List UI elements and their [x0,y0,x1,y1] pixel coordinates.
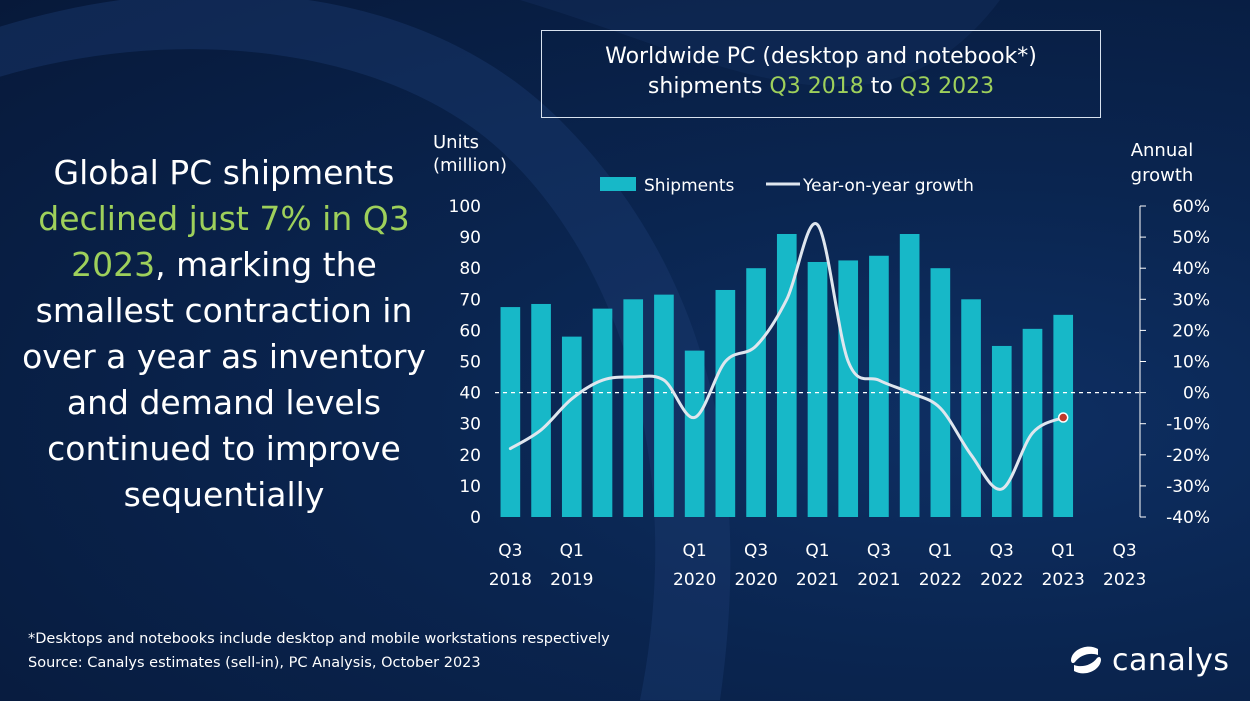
legend-growth-label: Year-on-year growth [802,176,974,196]
y-left-tick-label: 100 [449,197,481,217]
x-tick-label-year: 2023 [1042,570,1085,590]
y-right-tick-label: 20% [1172,321,1210,341]
y-left-axis-title: (million) [433,155,507,176]
shipments-bar [991,345,1012,517]
y-left-tick-label: 50 [459,353,481,373]
x-tick-label-quarter: Q1 [805,541,829,561]
title-end: Q3 2023 [899,74,995,99]
y-left-tick-label: 80 [459,259,481,279]
y-right-tick-label: -10% [1166,415,1210,435]
shipments-bar [561,336,582,517]
y-left-tick-label: 90 [459,228,481,248]
shipments-bar [746,268,766,517]
y-left-tick-label: 70 [459,290,481,310]
footnote-source: Source: Canalys estimates (sell-in), PC … [28,655,481,671]
y-left-tick-label: 0 [470,508,481,528]
shipments-bar [715,289,736,517]
headline-highlight: declined just 7% in Q3 2023 [38,199,410,284]
x-tick-label-quarter: Q3 [744,541,768,561]
canalys-logo: canalys [1068,640,1230,680]
shipments-bar [869,255,889,517]
growth-latest-marker [1057,412,1069,423]
x-tick-label-year: 2022 [980,570,1023,590]
shipments-bar [1022,328,1043,517]
chart-title-line1: Worldwide PC (desktop and notebook*) [605,44,1037,69]
y-right-tick-label: -40% [1166,508,1210,528]
shipments-bar [961,299,981,517]
x-tick-label-year: 2020 [673,570,716,590]
y-right-tick-label: 10% [1172,353,1210,373]
shipments-bar [838,260,859,517]
x-tick-label-year: 2018 [489,570,532,590]
x-tick-label-quarter: Q3 [867,541,891,561]
y-left-tick-label: 20 [459,446,481,466]
shipments-bar [930,268,951,517]
x-tick-label-year: 2019 [550,570,593,590]
y-right-tick-label: 40% [1172,259,1210,279]
y-right-tick-label: -20% [1166,446,1210,466]
chart-title-line2: shipments Q3 2018 to Q3 2023 [542,72,1100,102]
shipments-bar [776,233,797,518]
legend-shipments-swatch [600,177,636,191]
x-tick-label-quarter: Q3 [1113,541,1137,561]
y-right-tick-label: 60% [1172,197,1210,217]
x-tick-label-quarter: Q3 [498,541,522,561]
x-tick-label-quarter: Q1 [683,541,707,561]
shipments-bar [500,307,521,517]
shipments-bar [531,303,551,517]
canalys-logo-icon [1071,646,1101,674]
canalys-logo-text: canalys [1112,642,1230,678]
x-tick-label-quarter: Q3 [990,541,1014,561]
legend-shipments-label: Shipments [644,176,735,196]
headline-part2: , marking the smallest contraction in ov… [22,245,426,514]
x-tick-label-quarter: Q1 [1051,541,1075,561]
x-tick-label-year: 2021 [796,570,839,590]
x-tick-label-year: 2021 [857,570,900,590]
shipments-bar [684,350,705,517]
title-pre: shipments [647,74,770,99]
headline: Global PC shipments declined just 7% in … [18,150,430,518]
y-right-axis-title: Annual [1131,140,1194,161]
footnotes: *Desktops and notebooks include desktop … [28,627,610,675]
x-tick-label-year: 2023 [1103,570,1146,590]
y-left-tick-label: 40 [459,384,481,404]
y-right-tick-label: -30% [1166,477,1210,497]
shipments-bar [899,233,920,518]
x-tick-label-year: 2020 [734,570,777,590]
y-left-tick-label: 30 [459,415,481,435]
growth-line [508,222,1065,491]
shipments-bar [623,299,644,517]
y-right-tick-label: 50% [1172,228,1210,248]
footnote-desktops: *Desktops and notebooks include desktop … [28,631,610,647]
shipments-bar [592,308,613,517]
y-left-tick-label: 60 [459,321,481,341]
y-right-tick-label: 0% [1183,384,1210,404]
y-right-axis-title: growth [1131,165,1194,186]
title-mid: to [863,74,900,99]
y-left-tick-label: 10 [459,477,481,497]
chart-title: Worldwide PC (desktop and notebook*) shi… [541,30,1101,118]
shipments-bar [807,261,828,517]
y-right-tick-label: 30% [1172,290,1210,310]
title-start: Q3 2018 [769,74,864,99]
x-tick-label-quarter: Q1 [560,541,584,561]
x-tick-label-year: 2022 [919,570,962,590]
y-left-axis-title: Units [433,132,479,153]
x-tick-label-quarter: Q1 [928,541,952,561]
headline-part1: Global PC shipments [53,153,395,192]
shipments-bar [654,294,674,517]
